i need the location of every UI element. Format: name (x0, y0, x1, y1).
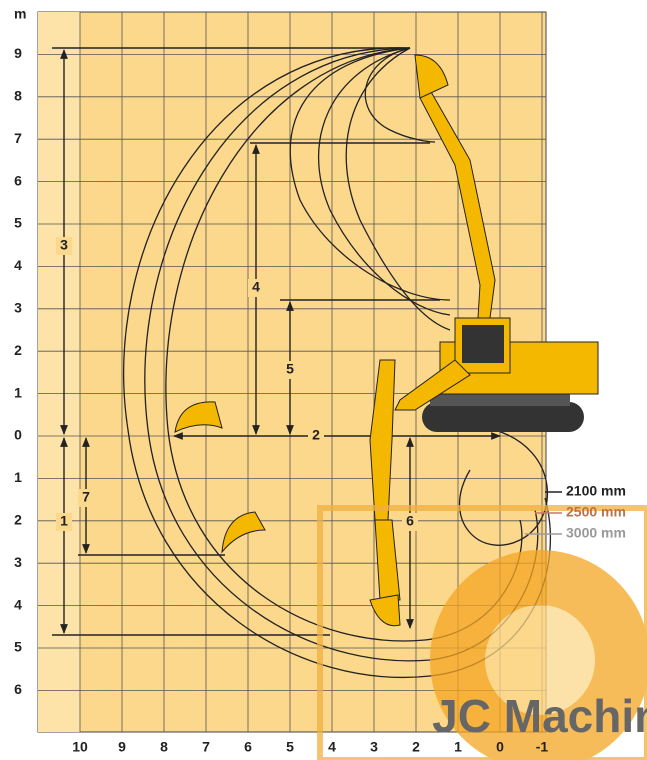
dimension-label-bg (308, 427, 324, 445)
dimension-label-bg (248, 279, 264, 297)
y-label: 5 (14, 215, 22, 231)
y-label: 0 (14, 427, 22, 443)
dimension-label: 6 (406, 513, 414, 529)
y-label: 5 (14, 639, 22, 655)
dimension-label-bg (56, 513, 72, 531)
dimension-label-bg (282, 361, 298, 379)
excavator (174, 54, 599, 627)
y-label: 2 (14, 512, 22, 528)
legend-label: 2100 mm (566, 483, 626, 499)
x-label: 8 (160, 739, 168, 755)
y-label: 4 (14, 257, 22, 273)
dimension-label-bg (56, 237, 72, 255)
dimension-label: 1 (60, 513, 68, 529)
watermark-gear (317, 505, 647, 760)
y-label: 2 (14, 342, 22, 358)
legend-label: 2500 mm (566, 504, 626, 520)
x-label: 0 (496, 739, 504, 755)
dimension-label: 5 (286, 361, 294, 377)
x-label: 4 (328, 739, 336, 755)
dimension-label: 3 (60, 237, 68, 253)
x-label: 9 (118, 739, 126, 755)
x-label: 3 (370, 739, 378, 755)
dimension-label: 2 (312, 427, 320, 443)
x-label: 7 (202, 739, 210, 755)
dimension-label: 4 (252, 279, 260, 295)
y-label: 3 (14, 554, 22, 570)
dimension-label: 7 (82, 489, 90, 505)
y-label: 1 (14, 384, 22, 400)
x-label: 10 (72, 739, 88, 755)
y-label: 8 (14, 88, 22, 104)
y-label: 6 (14, 172, 22, 188)
legend-label: 3000 mm (566, 525, 626, 541)
y-label: 9 (14, 45, 22, 61)
y-label: 1 (14, 469, 22, 485)
x-label: 5 (286, 739, 294, 755)
unit-label: m (14, 6, 26, 22)
x-label: -1 (536, 739, 549, 755)
x-label: 1 (454, 739, 462, 755)
watermark-text: JC Machine (432, 690, 647, 742)
y-label: 6 (14, 681, 22, 697)
y-label: 7 (14, 130, 22, 146)
x-label: 6 (244, 739, 252, 755)
grid-column (38, 12, 80, 732)
x-label: 2 (412, 739, 420, 755)
dimension-label-bg (78, 489, 94, 507)
y-label: 3 (14, 300, 22, 316)
dimension-label-bg (402, 513, 418, 531)
y-label: 4 (14, 596, 22, 612)
